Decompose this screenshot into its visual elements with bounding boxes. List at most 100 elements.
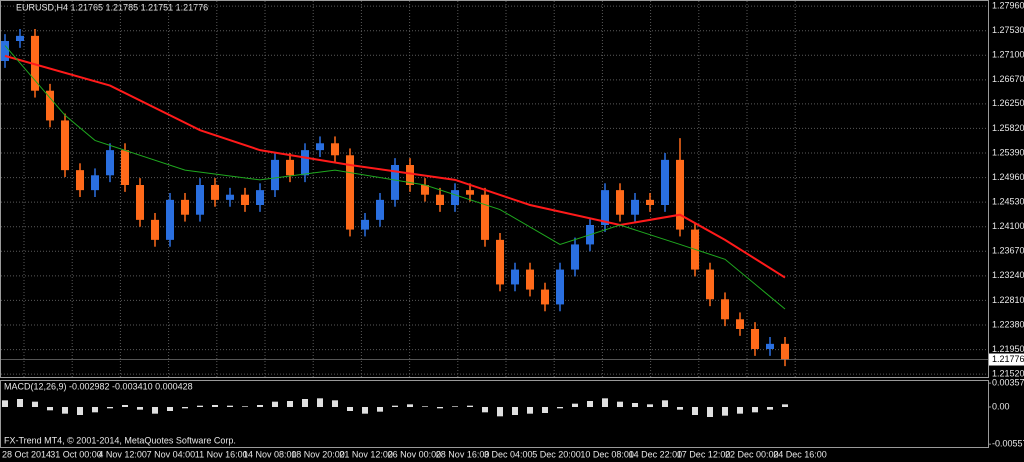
macd-bar xyxy=(737,407,743,414)
y-tick-label: -0.005577 xyxy=(992,439,1024,449)
candle-body xyxy=(451,190,459,205)
moving-average xyxy=(4,54,786,279)
y-tick-label: 1.27530 xyxy=(992,25,1024,35)
macd-bar xyxy=(107,407,113,409)
macd-bar xyxy=(317,398,323,407)
y-tick-label: 1.26250 xyxy=(992,98,1024,108)
candle-body xyxy=(646,199,654,205)
candle-body xyxy=(151,219,159,240)
macd-bar xyxy=(122,405,128,407)
x-tick-label: 22 Dec 00:00 xyxy=(725,449,779,459)
macd-bar xyxy=(257,405,263,407)
macd-bar xyxy=(227,405,233,407)
x-tick-label: 3 Dec 04:00 xyxy=(484,449,533,459)
macd-bar xyxy=(407,404,413,407)
macd-bar xyxy=(647,404,653,407)
y-tick-label: 1.21950 xyxy=(992,344,1024,354)
macd-frame xyxy=(0,380,989,448)
macd-bar xyxy=(722,407,728,416)
x-tick-label: 28 Oct 2014 xyxy=(2,449,51,459)
candle-body xyxy=(361,219,369,230)
main-frame xyxy=(0,0,989,378)
macd-bar xyxy=(302,399,308,407)
macd-bar xyxy=(557,407,563,409)
x-tick-label: 18 Nov 20:00 xyxy=(291,449,345,459)
candle-body xyxy=(286,159,294,176)
y-tick-label: 1.27960 xyxy=(992,1,1024,11)
macd-bar xyxy=(62,407,68,414)
y-tick-label: 1.25820 xyxy=(992,123,1024,133)
macd-bar xyxy=(482,407,488,413)
candle-body xyxy=(226,194,234,200)
candle-body xyxy=(481,194,489,240)
x-tick-label: 5 Dec 20:00 xyxy=(532,449,581,459)
candle-body xyxy=(571,244,579,270)
y-tick-label: 1.22380 xyxy=(992,319,1024,329)
candle-body xyxy=(526,269,534,290)
candle-body xyxy=(271,159,279,191)
y-tick-label: 0.003579 xyxy=(992,378,1024,388)
moving-average xyxy=(4,45,786,310)
footer: FX-Trend MT4, © 2001-2014, MetaQuotes So… xyxy=(4,435,236,445)
x-tick-label: 4 Nov 12:00 xyxy=(98,449,147,459)
x-tick-label: 24 Dec 16:00 xyxy=(773,449,827,459)
macd-bar xyxy=(422,406,428,407)
macd-bar xyxy=(692,407,698,415)
x-tick-label: 11 Nov 16:00 xyxy=(195,449,248,459)
candle-body xyxy=(331,143,339,156)
macd-bar xyxy=(287,401,293,407)
candle-body xyxy=(91,175,99,191)
candle-body xyxy=(166,199,174,240)
y-tick-label: 0.00 xyxy=(992,401,1010,411)
candle-body xyxy=(601,190,609,225)
macd-bar xyxy=(602,398,608,407)
macd-bar xyxy=(17,399,23,407)
last-price-box xyxy=(989,353,1024,366)
x-tick-label: 21 Nov 12:00 xyxy=(339,449,393,459)
candle-body xyxy=(436,194,444,205)
candle-body xyxy=(751,329,759,349)
candle-body xyxy=(211,185,219,200)
candle-body xyxy=(241,194,249,205)
candle-body xyxy=(61,120,69,171)
candle-body xyxy=(1,41,9,61)
candle-body xyxy=(376,199,384,220)
macd-bar xyxy=(167,407,173,411)
y-tick-label: 1.23240 xyxy=(992,270,1024,280)
y-tick-label: 1.25390 xyxy=(992,147,1024,157)
candle-body xyxy=(616,190,624,215)
candle-body xyxy=(676,159,684,230)
candle-body xyxy=(721,299,729,320)
candle-body xyxy=(661,159,669,205)
candle-body xyxy=(31,35,39,91)
y-tick-label: 1.23670 xyxy=(992,246,1024,256)
candle-body xyxy=(496,239,504,285)
macd-bar xyxy=(182,407,188,409)
x-tick-label: 7 Nov 04:00 xyxy=(147,449,196,459)
y-tick-label: 1.27100 xyxy=(992,50,1024,60)
macd-bar xyxy=(77,407,83,415)
candle-body xyxy=(511,269,519,285)
candle-body xyxy=(76,170,84,191)
candle-body xyxy=(106,150,114,176)
x-tick-label: 14 Nov 08:00 xyxy=(243,449,297,459)
macd-bar xyxy=(587,401,593,407)
macd-bar xyxy=(47,407,53,411)
candle-body xyxy=(781,343,789,360)
chart-title: EURUSD,H4 1.21765 1.21785 1.21751 1.2177… xyxy=(16,2,208,12)
candle-body xyxy=(391,165,399,200)
macd-bar xyxy=(677,407,683,410)
last-price-label: 1.21776 xyxy=(992,354,1024,364)
candle-body xyxy=(316,143,324,151)
macd-bar xyxy=(542,407,548,413)
macd-bar xyxy=(92,407,98,413)
macd-bar xyxy=(32,401,38,407)
candle-body xyxy=(301,150,309,176)
y-tick-label: 1.24530 xyxy=(992,197,1024,207)
x-tick-label: 14 Dec 22:00 xyxy=(629,449,683,459)
candle-body xyxy=(466,190,474,195)
macd-bar xyxy=(392,405,398,407)
macd-bar xyxy=(332,400,338,407)
candle-body xyxy=(196,185,204,215)
